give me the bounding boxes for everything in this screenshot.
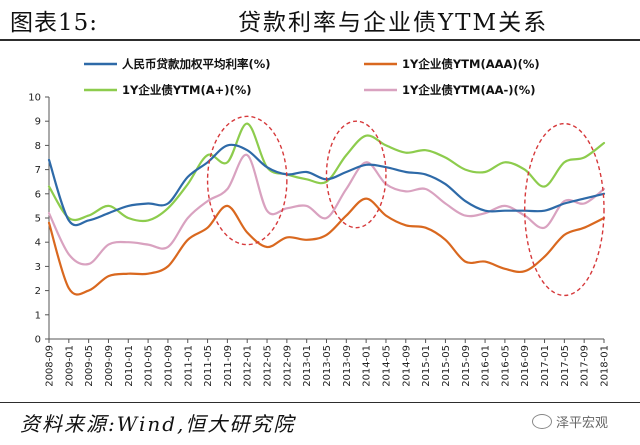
watermark-label: 泽平宏观: [556, 416, 609, 431]
x-tick-label: 2015-09: [461, 345, 472, 387]
series-line-aa-minus: [47, 153, 606, 266]
x-tick-label: 2017-05: [560, 345, 571, 387]
footer-divider: [0, 402, 640, 403]
y-tick-label: 0: [35, 335, 41, 346]
x-tick-label: 2013-09: [342, 345, 353, 387]
y-tick-label: 6: [35, 189, 41, 200]
y-tick-label: 5: [35, 214, 41, 225]
series-line-aaa: [47, 197, 606, 296]
x-tick-label: 2012-09: [282, 345, 293, 387]
y-tick-label: 10: [28, 93, 41, 104]
watermark: 泽平宏观: [532, 412, 608, 431]
y-tick-label: 3: [35, 262, 41, 273]
x-tick-label: 2010-09: [163, 345, 174, 387]
x-tick-label: 2010-05: [144, 345, 155, 387]
figure-header: 图表15: 贷款利率与企业债YTM关系: [0, 0, 640, 38]
x-tick-label: 2013-01: [302, 345, 313, 387]
y-tick-label: 7: [35, 165, 41, 176]
x-tick-label: 2016-09: [520, 345, 531, 387]
figure-title: 贷款利率与企业债YTM关系: [238, 10, 549, 36]
x-tick-label: 2014-01: [362, 345, 373, 387]
y-tick-label: 2: [35, 286, 41, 297]
x-tick-label: 2009-05: [84, 345, 95, 387]
x-tick-label: 2011-05: [203, 345, 214, 387]
x-tick-label: 2012-05: [263, 345, 274, 387]
series-line-a-plus: [47, 122, 606, 223]
line-chart: 人民币贷款加权平均利率(%) 1Y企业债YTM(AAA)(%) 1Y企业债YTM(A…: [28, 57, 610, 387]
chart-annotations: [206, 115, 605, 297]
chart-axes: 0 1 2 3 4 5 6 7 8 9 10 2008-09 2009-01 2009-05 2009-09…: [28, 93, 610, 387]
x-tick-label: 2010-01: [124, 345, 135, 387]
title-divider: [0, 39, 640, 41]
legend-label: 1Y企业债YTM(AA-)(%): [402, 83, 536, 97]
highlight-ellipse-2: [325, 120, 387, 229]
x-tick-label: 2014-05: [381, 345, 392, 387]
x-tick-label: 2011-01: [183, 345, 194, 387]
highlight-ellipse-3: [524, 122, 605, 297]
x-tick-label: 2015-01: [421, 345, 432, 387]
x-tick-label: 2008-09: [45, 345, 56, 387]
x-tick-label: 2011-09: [223, 345, 234, 387]
x-tick-label: 2016-05: [500, 345, 511, 387]
x-tick-label: 2016-01: [481, 345, 492, 387]
y-tick-label: 9: [35, 117, 41, 128]
x-tick-label: 2015-05: [441, 345, 452, 387]
legend-label: 1Y企业债YTM(A+)(%): [122, 83, 252, 97]
y-tick-label: 4: [35, 238, 41, 249]
wechat-icon: [532, 414, 552, 429]
highlight-ellipse-1: [206, 115, 288, 246]
x-tick-label: 2013-05: [322, 345, 333, 387]
y-tick-label: 8: [35, 141, 41, 152]
x-tick-label: 2009-09: [104, 345, 115, 387]
y-tick-label: 1: [35, 310, 41, 321]
source-note: 资料来源:Wind,恒大研究院: [20, 412, 296, 436]
legend-label: 人民币贷款加权平均利率(%): [122, 57, 271, 71]
chart-legend: 人民币贷款加权平均利率(%) 1Y企业债YTM(AAA)(%) 1Y企业债YTM(A…: [84, 57, 540, 97]
x-tick-label: 2018-01: [600, 345, 611, 387]
legend-label: 1Y企业债YTM(AAA)(%): [402, 57, 540, 71]
x-tick-label: 2014-09: [401, 345, 412, 387]
x-tick-label: 2017-09: [580, 345, 591, 387]
figure-number: 图表15:: [10, 10, 99, 36]
x-tick-label: 2009-01: [64, 345, 75, 387]
x-tick-label: 2012-01: [243, 345, 254, 387]
x-tick-label: 2017-01: [540, 345, 551, 387]
chart-series: [47, 122, 606, 296]
